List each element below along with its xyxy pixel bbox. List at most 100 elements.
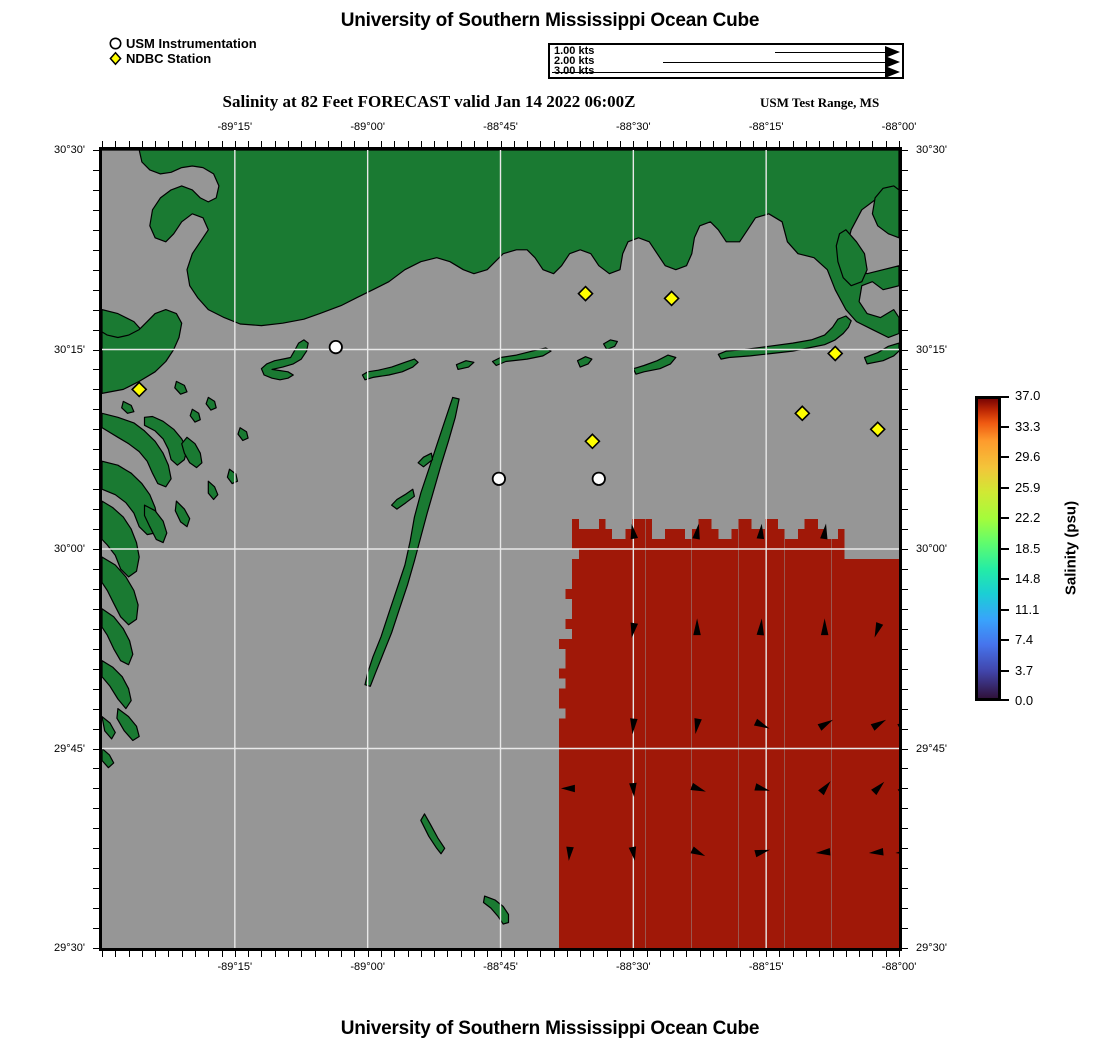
usm-station-1[interactable] <box>328 340 343 355</box>
axis-tick-lat <box>93 728 99 730</box>
salinity-cell <box>738 519 745 530</box>
salinity-cell <box>818 938 825 948</box>
usm-station-2[interactable] <box>491 471 506 486</box>
salinity-cell <box>804 808 812 819</box>
salinity-cell <box>778 788 785 799</box>
salinity-cell <box>671 838 679 849</box>
ndbc-station-6[interactable] <box>869 421 886 438</box>
lon-label-top: -89°15' <box>217 121 253 133</box>
salinity-cell <box>638 648 646 659</box>
axis-tick-lon <box>872 141 874 147</box>
salinity-cell <box>804 928 812 939</box>
salinity-cell <box>711 549 719 559</box>
salinity-cell <box>618 938 626 948</box>
salinity-cell <box>837 778 845 789</box>
salinity-cell <box>565 588 573 599</box>
salinity-cell <box>824 748 832 759</box>
salinity-cell <box>798 708 805 719</box>
salinity-cell <box>751 868 759 879</box>
salinity-cell <box>744 688 752 699</box>
salinity-cell <box>592 888 599 899</box>
salinity-cell <box>804 898 812 909</box>
salinity-cell <box>851 738 858 749</box>
axis-tick-lat <box>902 489 908 491</box>
salinity-cell <box>778 808 785 819</box>
salinity-cell <box>798 748 805 759</box>
salinity-cell <box>751 838 759 849</box>
usm-station-3[interactable] <box>591 471 606 486</box>
salinity-cell <box>857 618 865 629</box>
salinity-cell <box>824 698 832 709</box>
salinity-cell <box>798 628 805 639</box>
salinity-cell <box>572 908 579 919</box>
lat-label-right: 29°30' <box>916 942 947 954</box>
salinity-cell <box>758 549 765 559</box>
salinity-cell <box>791 569 798 579</box>
salinity-cell <box>685 698 692 709</box>
salinity-cell <box>731 638 739 649</box>
salinity-cell <box>744 748 752 759</box>
salinity-cell <box>837 758 845 769</box>
salinity-cell <box>738 808 745 819</box>
ndbc-station-7[interactable] <box>584 433 601 450</box>
salinity-cell <box>605 828 612 839</box>
salinity-cell <box>612 828 619 839</box>
salinity-cell <box>678 549 686 559</box>
salinity-cell <box>592 788 599 799</box>
salinity-cell <box>798 758 805 769</box>
ndbc-station-5[interactable] <box>794 405 811 422</box>
salinity-cell <box>685 848 692 859</box>
ndbc-station-4[interactable] <box>827 345 844 362</box>
salinity-cell <box>678 798 686 809</box>
salinity-cell <box>871 738 878 749</box>
salinity-cell <box>857 678 865 689</box>
salinity-cell <box>578 888 586 899</box>
salinity-cell <box>578 578 586 589</box>
salinity-cell <box>698 648 705 659</box>
salinity-cell <box>871 638 878 649</box>
land-polygon-12 <box>603 339 619 351</box>
salinity-cell <box>705 738 712 749</box>
salinity-cell <box>665 529 672 540</box>
ndbc-station-1[interactable] <box>131 381 148 398</box>
salinity-cell <box>764 529 772 540</box>
salinity-cell <box>705 928 712 939</box>
salinity-cell <box>725 788 732 799</box>
salinity-cell <box>578 748 586 759</box>
salinity-cell <box>698 878 705 889</box>
salinity-cell <box>864 868 872 879</box>
axis-tick-lat <box>93 808 99 810</box>
salinity-cell <box>665 778 672 789</box>
salinity-cell <box>851 848 858 859</box>
salinity-cell <box>891 598 898 609</box>
salinity-cell <box>811 808 818 819</box>
salinity-cell <box>665 808 672 819</box>
lat-label-left: 30°00' <box>54 543 85 555</box>
salinity-cell <box>638 578 646 589</box>
salinity-cell <box>578 658 586 669</box>
salinity-cell <box>851 569 858 579</box>
land-polygon-26 <box>143 504 168 544</box>
salinity-cell <box>884 788 891 799</box>
salinity-cell <box>558 858 566 869</box>
ndbc-station-2[interactable] <box>577 285 594 302</box>
ndbc-station-3[interactable] <box>663 290 680 307</box>
salinity-cell <box>811 688 818 699</box>
salinity-cell <box>897 638 899 649</box>
salinity-cell <box>877 708 885 719</box>
salinity-cell <box>778 598 785 609</box>
salinity-cell <box>891 818 898 829</box>
salinity-cell <box>598 608 606 619</box>
velocity-scale-label-1: 1.00 kts <box>554 45 595 57</box>
salinity-cell <box>758 788 765 799</box>
salinity-cell <box>871 658 878 669</box>
axis-tick-lon <box>593 951 595 957</box>
salinity-cell <box>744 828 752 839</box>
map-canvas[interactable] <box>99 147 902 951</box>
salinity-cell <box>632 638 639 649</box>
salinity-cell <box>618 868 626 879</box>
salinity-cell <box>744 838 752 849</box>
axis-tick-lon <box>420 141 422 147</box>
salinity-cell <box>798 588 805 599</box>
salinity-cell <box>725 668 732 679</box>
